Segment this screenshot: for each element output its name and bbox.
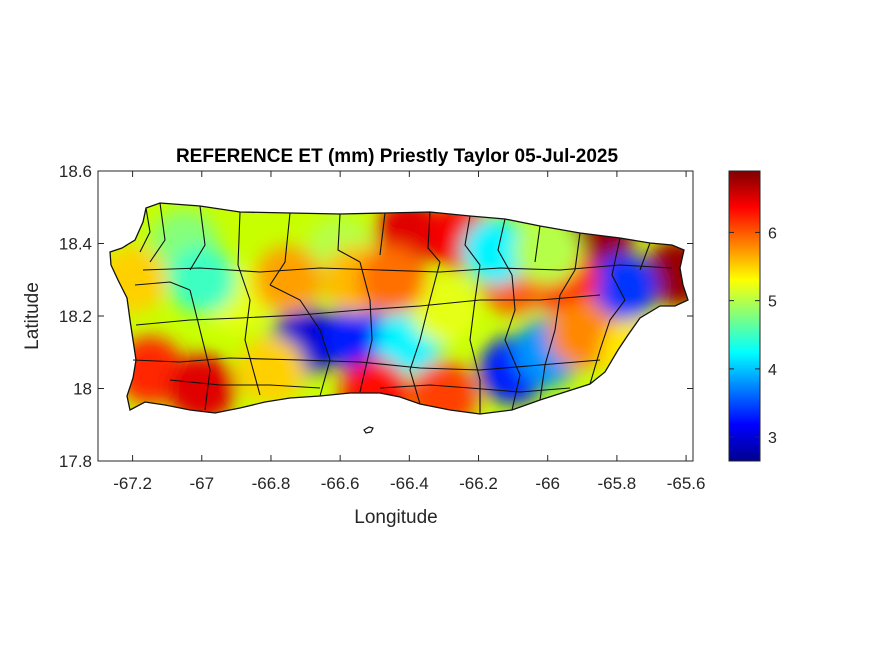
field-sample bbox=[358, 245, 427, 314]
municipality-boundary bbox=[504, 274, 521, 411]
municipality-boundary bbox=[139, 207, 151, 253]
municipality-boundary bbox=[589, 299, 626, 385]
field-sample bbox=[589, 253, 658, 321]
x-tick-label: -66.8 bbox=[252, 474, 291, 493]
x-tick-label: -66.6 bbox=[321, 474, 360, 493]
x-axis: -67.2 -67 -66.8 -66.6 -66.4 -66.2 -66 -65.8 -65.… bbox=[113, 171, 705, 493]
municipality-boundary bbox=[409, 261, 441, 405]
municipality-boundary bbox=[539, 294, 561, 401]
y-axis-label: Latitude bbox=[22, 282, 43, 350]
y-axis: 17.8 18 18.2 18.4 18.6 bbox=[59, 162, 693, 471]
municipality-boundary bbox=[189, 289, 211, 411]
municipality-boundary bbox=[497, 218, 513, 276]
x-tick-label: -67.2 bbox=[113, 474, 152, 493]
municipality-boundary bbox=[142, 264, 673, 273]
municipality-boundary bbox=[379, 384, 571, 393]
y-tick-label: 17.8 bbox=[59, 452, 92, 471]
municipality-boundary bbox=[427, 211, 441, 263]
y-tick-label: 18.6 bbox=[59, 162, 92, 181]
field-sample bbox=[254, 245, 323, 314]
x-tick-label: -65.8 bbox=[598, 474, 637, 493]
x-tick-label: -67 bbox=[189, 474, 214, 493]
colorbar-tick-label: 3 bbox=[768, 430, 777, 447]
municipality-boundary bbox=[269, 284, 331, 397]
colorbar bbox=[728, 170, 761, 462]
field-sample bbox=[236, 336, 305, 405]
colorbar-tick-label: 6 bbox=[768, 225, 777, 242]
municipality-boundary bbox=[237, 264, 261, 396]
municipality-boundary bbox=[337, 213, 361, 263]
municipality-boundary bbox=[469, 264, 481, 414]
municipality-boundaries bbox=[132, 202, 673, 414]
field-sample bbox=[461, 216, 530, 285]
colorbar-ticks: 3 4 5 6 bbox=[729, 225, 777, 447]
field-sample bbox=[645, 238, 688, 307]
municipality-boundary bbox=[534, 225, 541, 263]
municipality-boundary bbox=[169, 379, 321, 389]
colorbar-tick-label: 5 bbox=[768, 294, 777, 311]
x-tick-label: -66 bbox=[535, 474, 560, 493]
municipality-boundary bbox=[269, 212, 291, 286]
x-tick-label: -66.4 bbox=[390, 474, 429, 493]
y-tick-label: 18 bbox=[73, 380, 92, 399]
field-sample bbox=[323, 303, 392, 372]
municipality-boundary bbox=[611, 237, 626, 301]
municipality-boundary bbox=[134, 281, 191, 291]
field-sample bbox=[409, 274, 478, 343]
municipality-boundary bbox=[189, 205, 206, 271]
chart-title: REFERENCE ET (mm) Priestly Taylor 05-Jul… bbox=[176, 146, 618, 167]
x-tick-label: -65.6 bbox=[667, 474, 706, 493]
colorbar-tick-label: 4 bbox=[768, 362, 777, 379]
island-outline bbox=[109, 202, 689, 415]
field-sample bbox=[167, 354, 236, 414]
municipality-boundary bbox=[559, 232, 581, 296]
field-sample bbox=[167, 245, 236, 314]
caja-de-muertos-islet bbox=[363, 426, 374, 434]
y-tick-label: 18.4 bbox=[59, 235, 92, 254]
municipality-boundary bbox=[464, 215, 481, 266]
municipality-boundary bbox=[132, 357, 601, 371]
municipality-boundary bbox=[237, 211, 241, 266]
municipality-boundary bbox=[359, 261, 373, 393]
municipality-boundary bbox=[379, 212, 386, 256]
municipality-boundary bbox=[639, 242, 651, 271]
municipality-boundary bbox=[135, 294, 601, 326]
field-sample bbox=[513, 216, 582, 285]
y-tick-label: 18.2 bbox=[59, 307, 92, 326]
x-axis-label: Longitude bbox=[354, 507, 437, 528]
x-tick-label: -66.2 bbox=[459, 474, 498, 493]
municipality-boundary bbox=[149, 202, 166, 263]
